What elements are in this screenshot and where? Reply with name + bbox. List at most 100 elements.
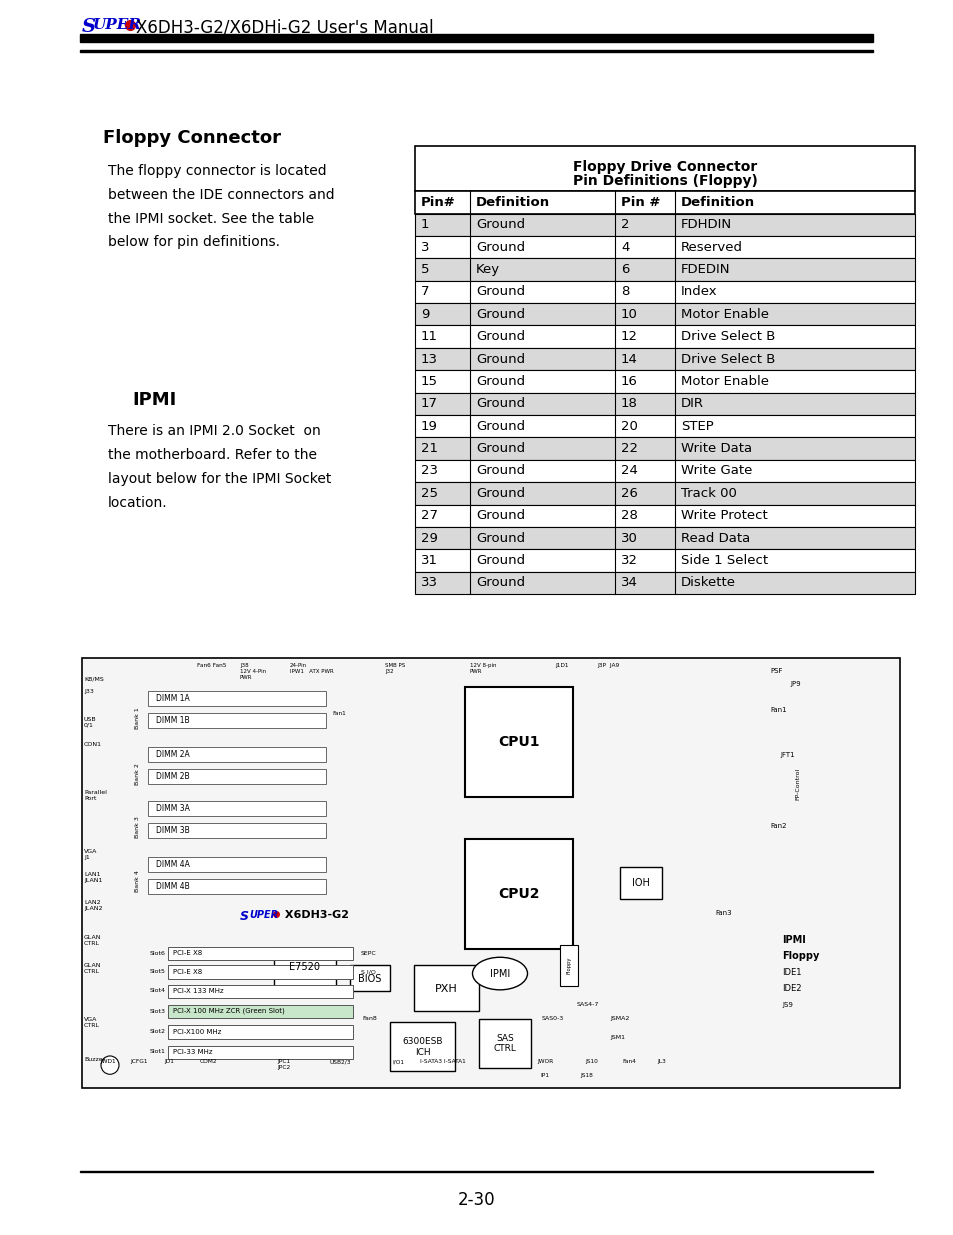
Bar xyxy=(415,370,914,393)
Text: JWOR: JWOR xyxy=(537,1060,553,1065)
Text: Side 1 Select: Side 1 Select xyxy=(680,555,767,567)
Text: PCI-33 MHz: PCI-33 MHz xyxy=(172,1049,213,1055)
Bar xyxy=(415,527,914,550)
Text: IPMI: IPMI xyxy=(132,390,177,409)
Text: Ground: Ground xyxy=(476,285,524,299)
Text: Ground: Ground xyxy=(476,308,524,321)
Text: IPMI: IPMI xyxy=(489,968,510,978)
Text: SMB PS
J32: SMB PS J32 xyxy=(385,663,405,674)
Text: X6DH3-G2: X6DH3-G2 xyxy=(281,910,349,920)
Text: 19: 19 xyxy=(420,420,437,432)
Bar xyxy=(415,415,914,437)
Text: JCFG1: JCFG1 xyxy=(130,1060,148,1065)
Text: 29: 29 xyxy=(420,531,437,545)
Text: S: S xyxy=(82,19,96,36)
Bar xyxy=(415,191,914,214)
Bar xyxy=(415,236,914,258)
Text: 21: 21 xyxy=(420,442,437,454)
Text: Motor Enable: Motor Enable xyxy=(680,375,768,388)
Text: Slot6: Slot6 xyxy=(150,951,166,956)
Text: Ground: Ground xyxy=(476,509,524,522)
Text: Ground: Ground xyxy=(476,555,524,567)
Text: UPER: UPER xyxy=(92,19,142,32)
Text: Ground: Ground xyxy=(476,531,524,545)
Text: Definition: Definition xyxy=(476,196,550,209)
Text: LAN1
JLAN1: LAN1 JLAN1 xyxy=(84,872,102,883)
Text: JPC1
JPC2: JPC1 JPC2 xyxy=(276,1060,290,1070)
Text: SAS4-7: SAS4-7 xyxy=(577,1002,598,1007)
Text: 24: 24 xyxy=(620,464,638,478)
Text: Floppy: Floppy xyxy=(781,951,819,961)
Text: J3P  JA9: J3P JA9 xyxy=(597,663,618,668)
Bar xyxy=(415,258,914,280)
Text: J38
12V 4-Pin
PWR: J38 12V 4-Pin PWR xyxy=(240,663,266,679)
Text: IP1: IP1 xyxy=(539,1073,548,1078)
Text: PSF: PSF xyxy=(769,668,781,674)
Text: 5: 5 xyxy=(420,263,429,275)
Text: Drive Select B: Drive Select B xyxy=(680,352,775,366)
Bar xyxy=(148,857,326,872)
Text: J33: J33 xyxy=(84,689,93,694)
Text: USB2/3: USB2/3 xyxy=(330,1060,351,1065)
Text: 30: 30 xyxy=(620,531,638,545)
Text: DIMM 4B: DIMM 4B xyxy=(156,882,190,892)
Text: Buzzer: Buzzer xyxy=(84,1057,105,1062)
Text: 6300ESB
ICH: 6300ESB ICH xyxy=(402,1037,443,1056)
Bar xyxy=(80,35,872,42)
Text: CPU2: CPU2 xyxy=(497,887,539,902)
Text: 3: 3 xyxy=(420,241,429,253)
Text: 12: 12 xyxy=(620,330,638,343)
Text: FDHDIN: FDHDIN xyxy=(680,219,731,231)
Bar xyxy=(148,879,326,894)
Text: 16: 16 xyxy=(620,375,638,388)
Text: Slot3: Slot3 xyxy=(150,1009,166,1014)
Text: Fan4: Fan4 xyxy=(621,1060,636,1065)
Text: VGA
CTRL: VGA CTRL xyxy=(84,1018,100,1028)
Text: 4: 4 xyxy=(620,241,629,253)
Text: JD1: JD1 xyxy=(164,1060,173,1065)
Text: Write Protect: Write Protect xyxy=(680,509,767,522)
Bar xyxy=(168,1025,353,1039)
Text: 28: 28 xyxy=(620,509,638,522)
Text: Track 00: Track 00 xyxy=(680,487,736,500)
Text: GLAN
CTRL: GLAN CTRL xyxy=(84,935,101,946)
Text: Ground: Ground xyxy=(476,577,524,589)
Text: DIMM 4A: DIMM 4A xyxy=(156,860,190,868)
Bar xyxy=(148,800,326,816)
Text: 7: 7 xyxy=(420,285,429,299)
Bar xyxy=(168,1046,353,1060)
Text: Fan2: Fan2 xyxy=(769,823,785,829)
Bar xyxy=(415,393,914,415)
Text: Pin #: Pin # xyxy=(620,196,659,209)
Text: Index: Index xyxy=(680,285,717,299)
Text: KB/MS: KB/MS xyxy=(84,677,104,682)
Text: Slot4: Slot4 xyxy=(150,988,166,993)
Text: SEPC: SEPC xyxy=(360,951,376,956)
Text: Drive Select B: Drive Select B xyxy=(680,330,775,343)
Text: Bank 4: Bank 4 xyxy=(135,869,140,892)
Text: S I/O: S I/O xyxy=(360,969,375,974)
Text: IDE2: IDE2 xyxy=(781,984,801,993)
Text: PCI-E X8: PCI-E X8 xyxy=(172,968,202,974)
Bar xyxy=(148,823,326,839)
Text: JS18: JS18 xyxy=(579,1073,592,1078)
Text: Write Gate: Write Gate xyxy=(680,464,752,478)
Bar xyxy=(464,687,573,797)
Text: Slot2: Slot2 xyxy=(150,1029,166,1034)
Text: IOH: IOH xyxy=(632,878,649,888)
Text: 22: 22 xyxy=(620,442,638,454)
Bar xyxy=(464,840,573,950)
Text: 13: 13 xyxy=(420,352,437,366)
Text: Fan1: Fan1 xyxy=(332,711,345,716)
Bar xyxy=(415,280,914,303)
Text: SAS
CTRL: SAS CTRL xyxy=(493,1034,516,1053)
Bar xyxy=(80,49,872,52)
Text: DIMM 2A: DIMM 2A xyxy=(156,750,190,758)
Bar xyxy=(168,984,353,998)
Bar xyxy=(148,747,326,762)
Text: PCI-X 133 MHz: PCI-X 133 MHz xyxy=(172,988,223,994)
Text: USB
0/1: USB 0/1 xyxy=(84,718,96,727)
Text: Ground: Ground xyxy=(476,398,524,410)
Bar xyxy=(415,303,914,326)
Bar xyxy=(415,550,914,572)
